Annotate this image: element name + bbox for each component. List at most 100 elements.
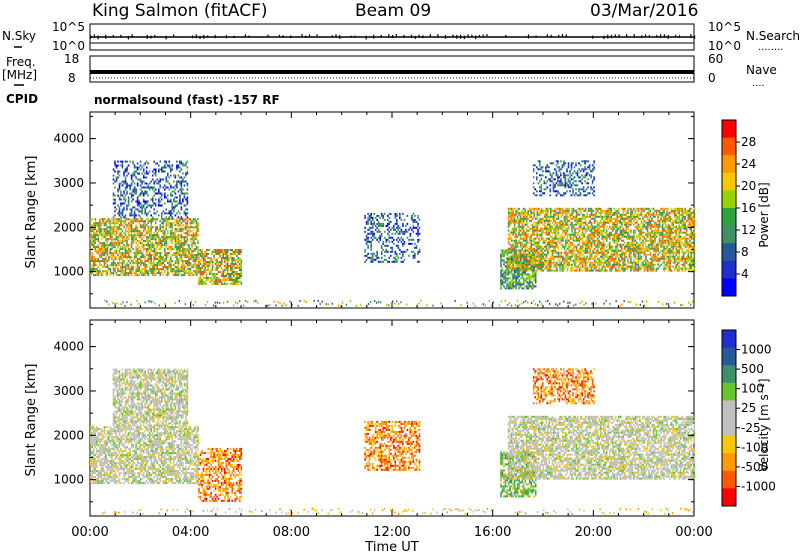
power-cell: [525, 243, 528, 246]
power-cell: [208, 249, 211, 251]
power-cell: [231, 277, 233, 279]
power-cell: [142, 194, 145, 197]
power-cell: [622, 243, 625, 246]
power-cell: [612, 249, 614, 252]
power-cell: [559, 255, 561, 258]
power-cell: [130, 196, 133, 199]
power-cell: [536, 227, 539, 230]
power-cell: [624, 229, 626, 232]
power-cell: [142, 204, 145, 207]
power-cell: [136, 166, 139, 169]
power-cell: [114, 164, 116, 167]
power-cell: [551, 221, 554, 224]
power-cell: [541, 209, 543, 212]
power-cell: [627, 235, 629, 238]
power-cell: [575, 231, 578, 234]
power-cell: [165, 212, 168, 215]
power-cell: [583, 213, 585, 216]
power-cell: [524, 271, 526, 274]
power-cell: [418, 238, 421, 241]
power-cell: [598, 225, 600, 228]
power-cell: [602, 227, 605, 230]
power-cell: [411, 228, 413, 231]
power-cell: [136, 260, 139, 263]
power-cell: [225, 279, 227, 281]
noise-spike: [414, 35, 416, 39]
power-cell: [577, 243, 579, 246]
power-cell: [154, 162, 157, 165]
power-cell: [124, 186, 127, 189]
power-cell: [111, 254, 113, 257]
power-cell: [589, 237, 591, 240]
power-cell: [207, 253, 209, 255]
power-cell: [141, 166, 143, 169]
power-cell: [507, 263, 510, 266]
power-cell: [627, 265, 629, 268]
power-cell: [612, 265, 614, 268]
power-cell: [500, 253, 502, 256]
power-cell: [117, 268, 119, 271]
power-cell: [236, 279, 238, 281]
power-cell: [525, 213, 528, 216]
power-cell: [111, 256, 113, 259]
power-cell: [183, 260, 186, 263]
noise-spike: [429, 34, 431, 38]
power-cell: [566, 269, 569, 272]
n-search-dots: ........: [758, 42, 783, 53]
power-cell: [186, 264, 189, 267]
power-cell: [159, 272, 162, 275]
power-cell: [216, 251, 218, 253]
power-cell: [551, 253, 554, 256]
power-cell: [102, 222, 104, 225]
power-cell: [161, 270, 163, 273]
power-cell: [150, 254, 152, 257]
power-cell: [531, 253, 534, 256]
power-cell: [192, 242, 195, 245]
power-cell: [403, 230, 406, 233]
power-cell: [601, 243, 603, 246]
power-cell: [204, 280, 206, 283]
power-cell: [195, 236, 198, 239]
power-cell: [518, 281, 520, 284]
power-cell: [94, 248, 97, 251]
power-cell: [571, 265, 573, 268]
power-cell: [560, 237, 563, 240]
power-cell: [133, 170, 136, 173]
power-cell: [186, 240, 189, 243]
power-cell: [373, 234, 375, 237]
power-cell: [571, 231, 573, 234]
power-cell: [397, 240, 400, 243]
power-cell: [115, 250, 118, 253]
power-cell: [628, 251, 631, 254]
power-cell: [114, 210, 116, 213]
power-cell: [575, 255, 578, 258]
power-cell: [148, 234, 151, 237]
power-cell: [121, 234, 124, 237]
power-cell: [512, 221, 514, 224]
power-cell: [550, 207, 552, 210]
power-cell: [109, 226, 112, 229]
power-cell: [551, 243, 554, 246]
power-cell: [627, 247, 629, 250]
power-cell: [616, 221, 619, 224]
power-cell: [550, 235, 552, 238]
power-cell: [512, 219, 514, 222]
power-cell: [512, 257, 514, 260]
power-cell: [141, 206, 143, 209]
power-cell: [566, 263, 569, 266]
power-cell: [216, 263, 218, 265]
power-cell: [547, 237, 549, 240]
power-cell: [539, 259, 542, 262]
power-cell: [503, 249, 505, 252]
power-cell: [557, 259, 560, 262]
power-cell: [593, 263, 596, 266]
power-cell: [118, 258, 121, 261]
power-cell: [397, 232, 400, 235]
power-cell: [211, 273, 214, 275]
power-cell: [616, 237, 619, 240]
power-cell: [90, 258, 92, 261]
power-cell: [144, 272, 146, 275]
power-cell: [109, 252, 112, 255]
power-cell: [530, 275, 532, 278]
power-cell: [612, 213, 614, 216]
